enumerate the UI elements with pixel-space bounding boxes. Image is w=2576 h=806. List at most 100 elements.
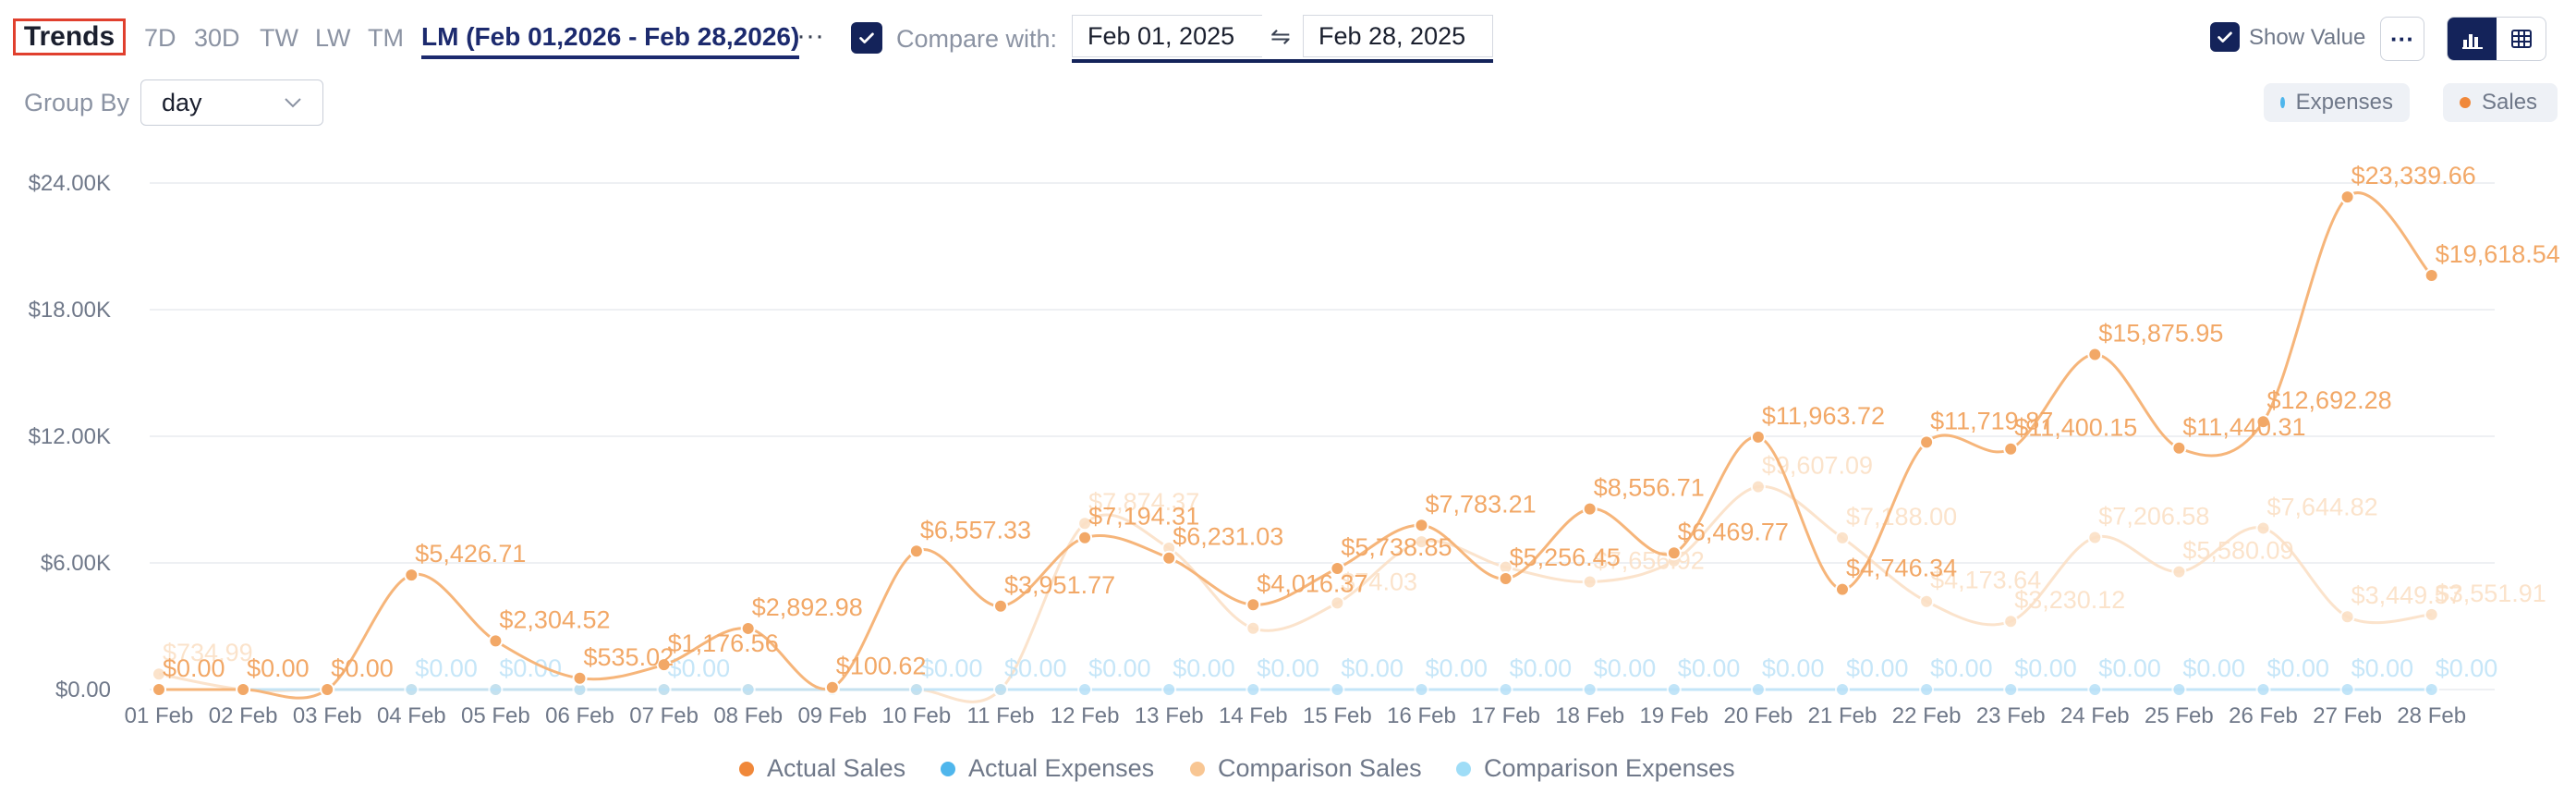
actual-expenses-point — [1498, 682, 1513, 697]
x-tick-label: 13 Feb — [1135, 703, 1204, 728]
x-tick-label: 27 Feb — [2313, 703, 2382, 728]
actual-sales-line — [159, 191, 2433, 700]
x-tick-label: 10 Feb — [882, 703, 952, 728]
actual-sales-point — [488, 633, 504, 649]
actual-expenses-data-label: $0.00 — [415, 654, 478, 682]
actual-expenses-point — [908, 682, 924, 697]
actual-expenses-data-label: $0.00 — [2014, 654, 2077, 682]
actual-sales-data-label: $5,738.85 — [1341, 533, 1452, 561]
actual-expenses-data-label: $0.00 — [2267, 654, 2330, 682]
checkmark-icon — [2218, 31, 2232, 43]
comparison-sales-data-label: $7,188.00 — [1846, 503, 1957, 531]
x-tick-label: 08 Feb — [713, 703, 783, 728]
actual-sales-point — [740, 620, 756, 636]
swap-dates-icon[interactable]: ⇋ — [1270, 22, 1291, 50]
actual-sales-data-label: $12,692.28 — [2267, 386, 2392, 414]
legend-actual-sales[interactable]: Actual Sales — [739, 754, 905, 783]
y-tick-label: $6.00K — [41, 551, 111, 576]
compare-to-date[interactable]: Feb 28, 2025 — [1303, 15, 1493, 57]
actual-sales-data-label: $535.02 — [584, 643, 674, 671]
actual-sales-point — [1077, 530, 1093, 545]
actual-sales-point — [404, 568, 419, 583]
show-value-checkbox[interactable] — [2210, 22, 2240, 52]
actual-sales-data-label: $0.00 — [163, 654, 225, 682]
comparison-sales-point — [1330, 595, 1345, 611]
comparison-sales-point — [1750, 479, 1766, 495]
actual-expenses-point — [656, 682, 672, 697]
actual-expenses-point — [1835, 682, 1850, 697]
comparison-sales-point — [1919, 593, 1935, 609]
comparison-sales-data-label: $74.03 — [1341, 568, 1417, 595]
actual-sales-data-label: $0.00 — [331, 654, 394, 682]
range-tw[interactable]: TW — [260, 24, 298, 52]
x-tick-label: 17 Feb — [1471, 703, 1540, 728]
x-tick-label: 11 Feb — [967, 703, 1035, 728]
actual-sales-point — [824, 679, 840, 695]
range-30d[interactable]: 30D — [194, 24, 240, 52]
range-7d[interactable]: 7D — [144, 24, 176, 52]
legend-comparison-sales[interactable]: Comparison Sales — [1190, 754, 1422, 783]
actual-sales-point — [152, 682, 166, 697]
actual-sales-point — [2424, 268, 2439, 284]
actual-expenses-point — [993, 682, 1008, 697]
actual-expenses-point — [1414, 682, 1429, 697]
legend-comparison-expenses-label: Comparison Expenses — [1484, 754, 1735, 782]
compare-from-date[interactable]: Feb 01, 2025 — [1072, 15, 1262, 57]
x-tick-label: 26 Feb — [2229, 703, 2298, 728]
filter-expenses[interactable]: Expenses — [2264, 83, 2410, 122]
filter-sales[interactable]: Sales — [2443, 83, 2558, 122]
legend-actual-expenses[interactable]: Actual Expenses — [941, 754, 1154, 783]
legend-actual-expenses-label: Actual Expenses — [968, 754, 1155, 782]
actual-sales-point — [236, 682, 251, 697]
range-lm-active[interactable]: LM (Feb 01,2026 - Feb 28,2026) — [421, 22, 800, 59]
actual-sales-point — [1414, 518, 1429, 533]
comparison-sales-point — [2171, 564, 2187, 580]
actual-sales-point — [1330, 560, 1345, 576]
x-tick-label: 22 Feb — [1892, 703, 1962, 728]
actual-expenses-data-label: $0.00 — [1004, 654, 1067, 682]
actual-expenses-data-label: $0.00 — [1088, 654, 1151, 682]
range-tm[interactable]: TM — [368, 24, 404, 52]
y-tick-label: $0.00 — [55, 678, 111, 702]
actual-sales-point — [1750, 429, 1766, 445]
actual-expenses-data-label: $0.00 — [1257, 654, 1319, 682]
actual-expenses-data-label: $0.00 — [1341, 654, 1403, 682]
comparison-sales-data-label: $3,449.57 — [2351, 581, 2462, 609]
x-tick-label: 09 Feb — [797, 703, 867, 728]
actual-sales-point — [908, 543, 924, 559]
view-toggle[interactable] — [2447, 17, 2546, 61]
actual-expenses-point — [1245, 682, 1261, 697]
actual-expenses-point — [1330, 682, 1345, 697]
legend-dot-icon — [941, 761, 955, 776]
actual-sales-data-label: $6,469.77 — [1678, 518, 1789, 545]
actual-expenses-point — [2339, 682, 2355, 697]
actual-sales-data-label: $1,176.56 — [668, 629, 779, 657]
compare-label: Compare with: — [896, 25, 1058, 53]
x-tick-label: 23 Feb — [1976, 703, 2046, 728]
actual-sales-data-label: $6,557.33 — [920, 516, 1031, 543]
actual-sales-point — [1919, 434, 1935, 450]
actual-sales-point — [1835, 581, 1850, 597]
actual-sales-point — [1245, 597, 1261, 613]
actual-sales-point — [2003, 441, 2019, 457]
menu-dots-button[interactable]: ··· — [2380, 17, 2424, 61]
legend-comparison-expenses[interactable]: Comparison Expenses — [1456, 754, 1735, 783]
group-by-select[interactable]: day — [140, 79, 323, 126]
actual-sales-data-label: $4,016.37 — [1257, 569, 1367, 597]
comparison-sales-data-label: $5,580.09 — [2182, 537, 2293, 565]
more-ranges-button[interactable]: ··· — [796, 20, 824, 51]
comparison-sales-point — [2087, 530, 2103, 545]
comparison-sales-data-label: $4,173.64 — [1930, 567, 2041, 594]
chart-view-button[interactable] — [2448, 18, 2497, 60]
range-lw[interactable]: LW — [315, 24, 351, 52]
compare-checkbox[interactable] — [851, 22, 882, 54]
table-view-button[interactable] — [2497, 18, 2546, 60]
comparison-sales-point — [152, 666, 166, 682]
x-tick-label: 01 Feb — [125, 703, 194, 728]
comparison-sales-point — [2424, 606, 2439, 622]
actual-sales-data-label: $15,875.95 — [2098, 319, 2223, 347]
legend-dot-icon — [1190, 761, 1205, 776]
filter-sales-label: Sales — [2482, 90, 2538, 115]
comparison-sales-data-label: $3,551.91 — [2436, 580, 2546, 607]
actual-expenses-data-label: $0.00 — [2098, 654, 2161, 682]
